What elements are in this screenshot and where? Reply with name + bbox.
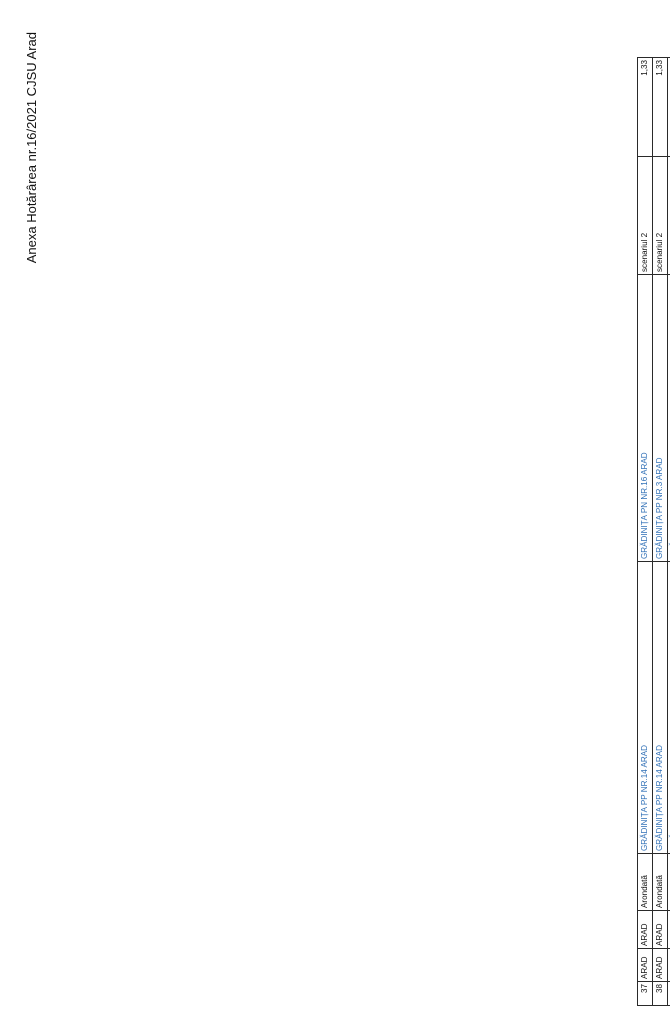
- table-row: 38 ARAD ARAD Arondată GRĂDINIȚA PP NR.14 ARA…: [652, 57, 668, 1006]
- school-unit-cell: GRĂDINIȚA PP NR.3 ARAD: [652, 274, 668, 562]
- table-row: 37 ARAD ARAD Arondată GRĂDINIȚA PP NR.14 ARA…: [637, 57, 653, 1006]
- legal-unit-cell: GRĂDINIȚA PP NR.14 ARAD: [637, 561, 653, 854]
- scenario-cell: scenariul 2: [637, 156, 653, 275]
- scenario-cell: scenariul 2: [652, 156, 668, 275]
- table-body: 37 ARAD ARAD Arondată GRĂDINIȚA PP NR.14 ARA…: [637, 57, 670, 1006]
- row-number-cell: 37: [637, 981, 653, 1006]
- school-unit-cell: GRĂDINIȚA PN NR.16 ARAD: [637, 274, 653, 562]
- county-cell: ARAD: [652, 948, 668, 982]
- rate-cell: 1,33: [652, 57, 668, 157]
- page-title: Anexa Hotărârea nr.16/2021 CJSU Arad: [24, 32, 39, 264]
- locality-cell: ARAD: [637, 910, 653, 949]
- locality-cell: ARAD: [652, 910, 668, 949]
- unit-type-cell: Arondată: [637, 853, 653, 911]
- rate-cell: 1,33: [637, 57, 653, 157]
- row-number-cell: 38: [652, 981, 668, 1006]
- unit-type-cell: Arondată: [652, 853, 668, 911]
- school-table: 37 ARAD ARAD Arondată GRĂDINIȚA PP NR.14 ARA…: [637, 57, 670, 1006]
- county-cell: ARAD: [637, 948, 653, 982]
- legal-unit-cell: GRĂDINIȚA PP NR.14 ARAD: [652, 561, 668, 854]
